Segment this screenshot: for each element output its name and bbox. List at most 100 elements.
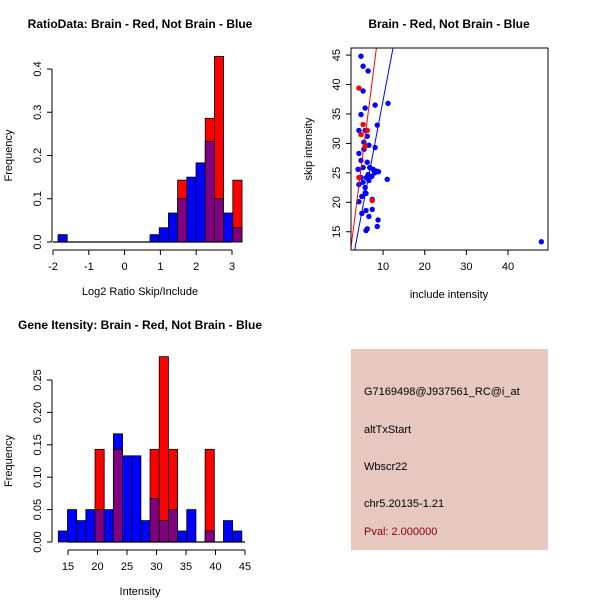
intensity-hist-bar <box>67 509 78 543</box>
scatter-point-not-brain <box>538 239 545 245</box>
scatter-point-not-brain <box>372 102 378 108</box>
intensity-hist-y-tick-label: 0.05 <box>32 499 44 520</box>
scatter-point-brain <box>360 121 366 128</box>
scatter-y-tick-label: 15 <box>331 226 343 238</box>
scatter-point-not-brain <box>363 227 369 234</box>
probe-id: G7169498@J937561_RC@i_at <box>364 386 520 398</box>
intensity-hist-x-tick-label: 40 <box>209 561 221 573</box>
scatter-point-not-brain <box>369 206 375 213</box>
scatter-x-tick-label: 20 <box>419 261 431 273</box>
scatter-point-not-brain <box>375 217 381 223</box>
ratio-hist-bar <box>195 162 206 243</box>
intensity-hist-bar <box>177 530 188 543</box>
scatter-y-tick-label: 20 <box>331 196 343 208</box>
intensity-hist-x-tick-label: 30 <box>150 561 162 573</box>
intensity-hist-y-tick-label: 0.20 <box>32 402 44 423</box>
scatter-x-tick-label: 30 <box>460 261 472 273</box>
intensity-hist-bar <box>122 455 133 543</box>
gene-name: Wbscr22 <box>364 461 408 473</box>
intensity-hist-bar <box>103 509 114 543</box>
intensity-hist-bar <box>158 356 169 543</box>
ratio-hist-overlap-bar <box>204 140 215 243</box>
scatter-title: Brain - Red, Not Brain - Blue <box>368 17 530 31</box>
pval: Pval: 2.000000 <box>364 526 438 538</box>
intensity-hist-x-tick-label: 20 <box>91 561 103 573</box>
scatter-point-not-brain <box>385 100 391 107</box>
intensity-hist-overlap-bar <box>168 509 178 543</box>
ratio-hist-x-tick-label: 2 <box>193 261 199 273</box>
scatter-y-tick-label: 30 <box>331 137 343 149</box>
scatter-point-not-brain <box>358 157 364 164</box>
scatter-point-not-brain <box>364 159 370 165</box>
intensity-hist-bar <box>186 509 197 543</box>
scatter-y-tick-label: 25 <box>331 167 343 179</box>
scatter-point-not-brain <box>355 166 361 173</box>
intensity-hist-x-tick-label: 35 <box>180 561 192 573</box>
ratio-hist-x-label: Log2 Ratio Skip/Include <box>82 286 198 298</box>
scatter-point-not-brain <box>358 53 364 59</box>
intensity-hist-y-tick-label: 0.25 <box>32 369 44 390</box>
intensity-hist-bar <box>76 520 87 543</box>
intensity-hist-overlap-bar <box>112 448 123 543</box>
event-type: altTxStart <box>364 424 412 436</box>
ratio-hist-bar <box>223 212 234 243</box>
intensity-hist-bar <box>232 530 243 543</box>
fit-line-not-brain <box>354 48 394 250</box>
scatter-point-brain <box>356 85 362 91</box>
intensity-hist-x-tick-label: 15 <box>62 561 74 573</box>
scatter-point-not-brain <box>362 105 368 111</box>
intensity-hist-overlap-bar <box>158 520 169 543</box>
ratio-hist-bar <box>57 234 68 243</box>
intensity-hist-bar <box>204 448 215 543</box>
ratio-hist-overlap-bar <box>177 198 188 243</box>
scatter-point-not-brain <box>360 179 366 185</box>
ratio-hist-bar <box>168 212 179 243</box>
ratio-hist-x-tick-label: -2 <box>48 261 58 273</box>
ratio-hist-title: RatioData: Brain - Red, Not Brain - Blue <box>28 17 253 31</box>
ratio-hist-overlap-bar <box>232 227 243 243</box>
scatter-frame <box>350 47 549 251</box>
intensity-hist-x-label: Intensity <box>120 586 161 598</box>
scatter-x-tick-label: 10 <box>377 261 389 273</box>
scatter-point-not-brain <box>364 133 370 140</box>
scatter-y-tick-label: 40 <box>331 78 343 90</box>
scatter-point-not-brain <box>359 193 365 200</box>
location: chr5.20135-1.21 <box>364 498 445 510</box>
scatter-point-not-brain <box>374 223 380 230</box>
intensity-hist-overlap-bar <box>149 498 160 543</box>
scatter-point-not-brain <box>358 111 364 118</box>
scatter-point-brain <box>369 197 375 204</box>
intensity-hist-bar <box>223 520 234 543</box>
intensity-hist-y-tick-label: 0.10 <box>32 466 44 487</box>
ratio-hist-x-tick-label: 0 <box>122 261 128 273</box>
ratio-hist-y-tick-label: 0.0 <box>32 234 44 249</box>
ratio-hist-overlap-bar <box>214 198 225 243</box>
ratio-hist-y-tick-label: 0.1 <box>32 191 44 206</box>
scatter-point-not-brain <box>363 207 369 214</box>
scatter-point-not-brain <box>356 199 362 205</box>
intensity-hist-overlap-bar <box>94 509 105 543</box>
scatter-x-tick-label: 40 <box>502 261 514 273</box>
scatter-point-not-brain <box>356 127 362 134</box>
scatter-point-not-brain <box>365 68 371 74</box>
scatter-y-tick-label: 35 <box>331 108 343 120</box>
intensity-hist-title: Gene Itensity: Brain - Red, Not Brain - … <box>18 318 262 332</box>
fit-line-brain <box>351 48 377 248</box>
ratio-hist-bar <box>149 234 160 243</box>
ratio-hist-x-tick-label: 3 <box>229 261 235 273</box>
scatter-point-not-brain <box>384 176 390 183</box>
ratio-hist-y-label: Frequency <box>3 129 15 181</box>
intensity-hist-y-tick-label: 0.00 <box>32 531 44 552</box>
ratio-hist-y-tick-label: 0.2 <box>32 148 44 163</box>
intensity-hist-bar <box>131 455 142 543</box>
ratio-hist-bar <box>186 176 197 243</box>
intensity-hist-bar <box>57 530 68 543</box>
scatter-point-not-brain <box>360 63 366 69</box>
ratio-hist-y-tick-label: 0.4 <box>32 61 44 76</box>
ratio-hist-y-tick-label: 0.3 <box>32 105 44 120</box>
scatter-point-not-brain <box>356 150 362 157</box>
intensity-hist-y-label: Frequency <box>3 435 15 487</box>
ratio-hist-x-tick-label: 1 <box>157 261 163 273</box>
scatter-y-label: skip intensity <box>303 117 315 180</box>
